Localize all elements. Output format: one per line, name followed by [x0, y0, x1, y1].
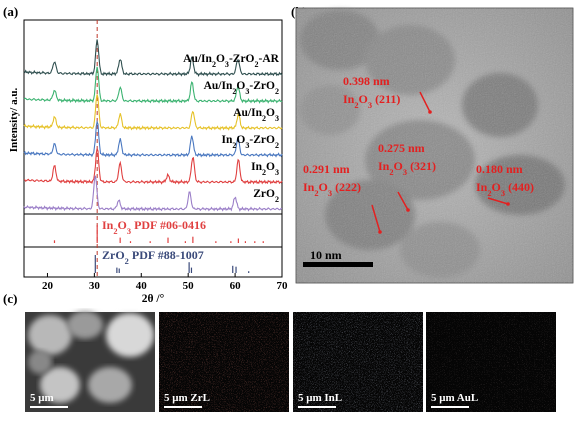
series-line — [23, 66, 283, 104]
d-spacing-label: 0.180 nm — [476, 162, 523, 176]
series-label: ZrO2 — [253, 188, 279, 204]
series-label: Au/In2O3-ZrO2-AR — [183, 53, 280, 69]
chart-frame — [23, 19, 283, 278]
series-label: Au/In2O3-ZrO2 — [204, 80, 279, 96]
x-tick-label: 30 — [89, 280, 101, 292]
series-label: Au/In2O3 — [233, 107, 279, 123]
eds-maps: 5 μm 5 μm ZrL 5 μm InL 5 μm AuL — [25, 311, 556, 412]
fringe-arrow — [371, 204, 381, 233]
plane-label: In2O3 (222) — [303, 180, 361, 198]
x-tick-label: 70 — [277, 280, 289, 292]
panel-c-label: (c) — [3, 291, 17, 306]
arrow-head — [378, 230, 382, 234]
eds-scale-bar — [298, 406, 336, 408]
x-tick-label: 50 — [183, 280, 195, 292]
series-line — [23, 94, 283, 131]
sem-particle — [106, 313, 154, 357]
series-label: In2O3-ZrO2 — [222, 134, 279, 150]
d-spacing-label: 0.275 nm — [378, 141, 425, 155]
tem-scale-bar: 10 nm — [303, 248, 373, 267]
eds-signal — [293, 312, 423, 412]
series-line — [23, 39, 283, 77]
panel-a-label: (a) — [3, 4, 18, 19]
fringe-arrow — [397, 191, 409, 211]
sem-particle — [28, 315, 72, 355]
eds-scale-bar — [164, 406, 202, 408]
arrow-head — [406, 208, 410, 212]
x-tick-label: 60 — [230, 280, 242, 292]
eds-tile: 5 μm ZrL — [159, 312, 289, 412]
plane-label: In2O3 (321) — [378, 159, 436, 177]
sem-particle — [40, 367, 80, 403]
reference-label: ZrO2 PDF #88-1007 — [102, 248, 204, 266]
eds-scale-bar — [30, 406, 68, 408]
eds-scale-bar — [431, 406, 469, 408]
plane-label: In2O3 (440) — [476, 180, 534, 198]
eds-scale-label: 5 μm — [30, 392, 54, 404]
xrd-chart: Au/In2O3-ZrO2-AR Au/In2O3-ZrO2 Au/In2O3 In2… — [8, 19, 289, 305]
sem-particle — [88, 367, 132, 403]
arrow-head — [428, 110, 432, 114]
d-spacing-label: 0.291 nm — [303, 162, 350, 176]
x-tick-label: 20 — [42, 280, 54, 292]
fringe-arrow — [487, 197, 509, 205]
plane-label: In2O3 (211) — [343, 92, 400, 110]
x-tick-label: 40 — [136, 280, 148, 292]
eds-tile: 5 μm InL — [293, 312, 423, 412]
series-line — [23, 175, 283, 212]
eds-signal — [426, 312, 556, 412]
d-spacing-label: 0.398 nm — [343, 74, 390, 88]
fringe-arrow — [419, 91, 431, 113]
sem-particle — [28, 350, 52, 374]
eds-scale-label: 5 μm ZrL — [164, 392, 210, 404]
reference-label: In2O3 PDF #06-0416 — [102, 218, 206, 236]
tem-image — [295, 7, 574, 284]
eds-scale-label: 5 μm InL — [298, 392, 342, 404]
arrow-head — [506, 202, 510, 206]
sem-particle — [67, 311, 103, 339]
eds-scale-label: 5 μm AuL — [431, 392, 478, 404]
eds-tile: 5 μm — [25, 311, 155, 412]
x-axis-label: 2θ /° — [142, 293, 165, 305]
tem-annotations: 0.398 nm In2O3 (211) 0.275 nm In2O3 (321) 0.… — [303, 74, 534, 234]
y-axis-label: Intensity/ a.u. — [8, 88, 20, 153]
eds-signal — [159, 312, 289, 412]
series-label: In2O3 — [251, 161, 279, 177]
eds-tile: 5 μm AuL — [426, 312, 556, 412]
tem-scale-text: 10 nm — [310, 248, 342, 262]
series-line — [23, 119, 283, 158]
series-line — [23, 148, 283, 185]
